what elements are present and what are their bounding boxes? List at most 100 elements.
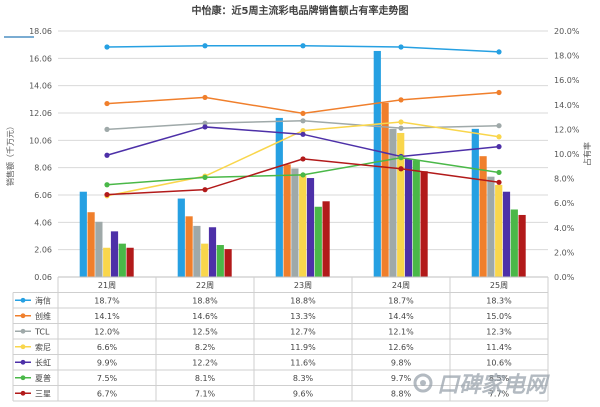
table-cell: 12.5% (192, 327, 218, 336)
bar (79, 191, 87, 277)
table-cell: 12.0% (94, 327, 120, 336)
chart-title: 中怡康：近5周主流彩电品牌销售额占有率走势图 (192, 4, 409, 17)
bar (397, 132, 405, 277)
right-tick-label: 20.0% (554, 27, 580, 36)
series-point (398, 125, 404, 131)
table-cell: 14.6% (192, 312, 218, 321)
table-cell: 9.7% (391, 374, 412, 383)
bar (224, 249, 232, 277)
table-cell: 11.6% (290, 358, 316, 367)
legend-swatch-marker (20, 344, 26, 350)
series-point (104, 44, 110, 50)
series-point (496, 169, 502, 176)
series-point (398, 97, 404, 103)
legend-label: 夏普 (35, 373, 51, 383)
bar (389, 128, 397, 277)
watermark-text: 口碑家电网 (437, 372, 550, 398)
series-point (202, 174, 208, 180)
legend-swatch-marker (20, 313, 26, 319)
bar (412, 160, 420, 277)
left-tick-label: 2.06 (34, 246, 52, 255)
series-point (202, 120, 208, 126)
table-cell: 14.1% (94, 312, 120, 321)
x-tick-label: 25周 (490, 281, 508, 290)
right-tick-label: 8.0% (554, 175, 575, 184)
table-cell: 8.5% (489, 374, 510, 383)
bar (291, 168, 299, 277)
watermark: 口碑家电网 (413, 372, 550, 398)
bar (193, 225, 201, 277)
legend-swatch-marker (20, 328, 26, 334)
series-point (104, 126, 110, 132)
bars-group (79, 50, 526, 278)
series-point (202, 94, 208, 101)
bar (118, 243, 126, 277)
legend-label: TCL (34, 327, 50, 336)
legend-label: 三星 (35, 389, 51, 398)
legend-label: 索尼 (35, 342, 51, 352)
bar (185, 216, 193, 277)
right-tick-label: 4.0% (554, 224, 575, 233)
left-tick-label: 6.06 (34, 191, 52, 200)
left-axis: 0.06 2.06 4.06 6.06 8.06 10.06 12.06 14.06 16.06… (5, 27, 52, 282)
legend-swatch-marker (20, 375, 26, 381)
right-tick-label: 16.0% (554, 76, 580, 85)
table-cell: 11.9% (290, 343, 316, 352)
bar (502, 191, 511, 277)
table-cell: 7.1% (195, 389, 216, 398)
series-point (104, 100, 110, 107)
legend-swatch-marker (20, 359, 26, 365)
table-cell: 6.6% (97, 343, 118, 352)
left-tick-label: 16.06 (29, 54, 52, 63)
right-tick-label: 12.0% (554, 125, 580, 134)
table-cell: 18.3% (486, 296, 512, 305)
table-cell: 6.7% (97, 389, 118, 398)
bar (518, 214, 526, 277)
table-cell: 12.3% (486, 327, 512, 336)
left-tick-label: 18.06 (29, 27, 52, 36)
series-point (398, 155, 404, 161)
lines-group (104, 43, 502, 199)
legend-swatch-marker (20, 390, 26, 396)
bar (495, 184, 503, 277)
x-tick-label: 23周 (294, 281, 312, 290)
watermark-logo-icon (413, 373, 433, 393)
legend-label: 长虹 (35, 357, 51, 367)
left-axis-label: 销售额（千万元） (5, 122, 15, 186)
table-cell: 7.5% (97, 374, 118, 383)
bar (381, 102, 389, 278)
table-cell: 10.6% (486, 358, 512, 367)
legend-label: 海信 (35, 295, 51, 305)
series-point (300, 118, 306, 124)
table-cell: 14.4% (388, 312, 414, 321)
table-cell: 8.8% (391, 389, 412, 398)
table-cell: 18.7% (388, 296, 414, 305)
table-cell: 12.2% (192, 358, 218, 367)
right-tick-label: 0.0% (554, 273, 575, 282)
bar (87, 212, 95, 277)
series-point (300, 172, 306, 178)
series-point (104, 152, 110, 158)
legend-swatch-marker (20, 297, 26, 303)
x-tick-label: 21周 (98, 281, 116, 290)
series-point (202, 43, 208, 49)
bar (471, 128, 479, 277)
table-cell: 8.1% (195, 374, 216, 383)
series-point (300, 128, 306, 134)
table-cell: 9.9% (97, 358, 118, 367)
series-point (496, 179, 502, 185)
series-point (104, 182, 110, 188)
series-point (202, 124, 208, 130)
right-axis-label: 占有率 (582, 142, 592, 166)
table-cell: 13.3% (290, 312, 316, 321)
right-tick-label: 2.0% (554, 248, 575, 257)
bar (479, 156, 487, 277)
table-cell: 12.1% (388, 327, 414, 336)
series-line (106, 91, 500, 115)
table-cell: 9.8% (391, 358, 412, 367)
left-tick-label: 4.06 (34, 218, 52, 227)
bar (126, 247, 134, 277)
series-point (496, 49, 502, 55)
series-point (496, 123, 502, 129)
series-point (104, 191, 110, 198)
